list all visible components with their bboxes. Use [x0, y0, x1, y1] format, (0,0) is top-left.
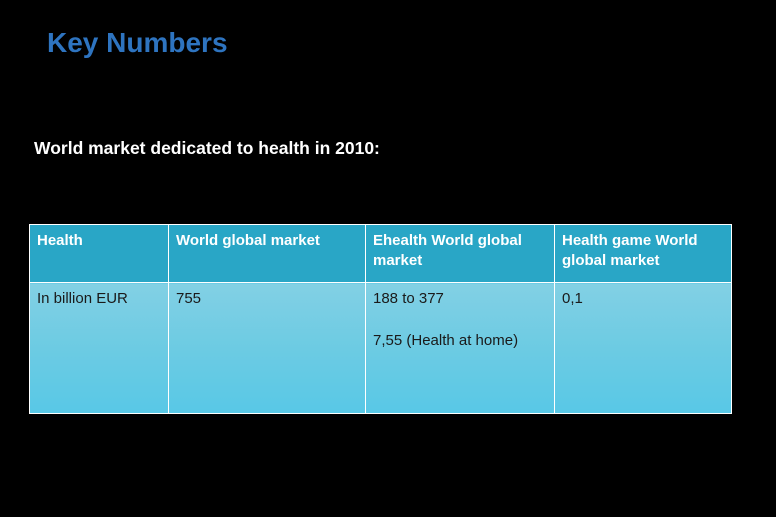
header-world-global-market: World global market	[168, 224, 366, 283]
cell-unit: In billion EUR	[29, 282, 169, 414]
cell-text: 0,1	[562, 290, 583, 307]
table-header-row: Health World global market Ehealth World…	[29, 224, 732, 283]
key-numbers-table: Health World global market Ehealth World…	[29, 224, 732, 414]
cell-health-game-world-global-market: 0,1	[554, 282, 732, 414]
cell-text: 7,55 (Health at home)	[373, 332, 519, 349]
cell-text: 188 to 377	[373, 290, 444, 307]
cell-ehealth-world-global-market: 188 to 377 7,55 (Health at home)	[365, 282, 555, 414]
slide-subtitle: World market dedicated to health in 2010…	[34, 138, 380, 158]
table-row: In billion EUR 755 188 to 377 7,55 (Heal…	[29, 282, 732, 414]
cell-text: In billion EUR	[37, 290, 128, 307]
header-health-game-world-global-market: Health game World global market	[554, 224, 732, 283]
slide-title: Key Numbers	[47, 27, 228, 58]
cell-text: 755	[176, 290, 202, 307]
cell-world-global-market: 755	[168, 282, 366, 414]
header-health: Health	[29, 224, 169, 283]
header-ehealth-world-global-market: Ehealth World global market	[365, 224, 555, 283]
